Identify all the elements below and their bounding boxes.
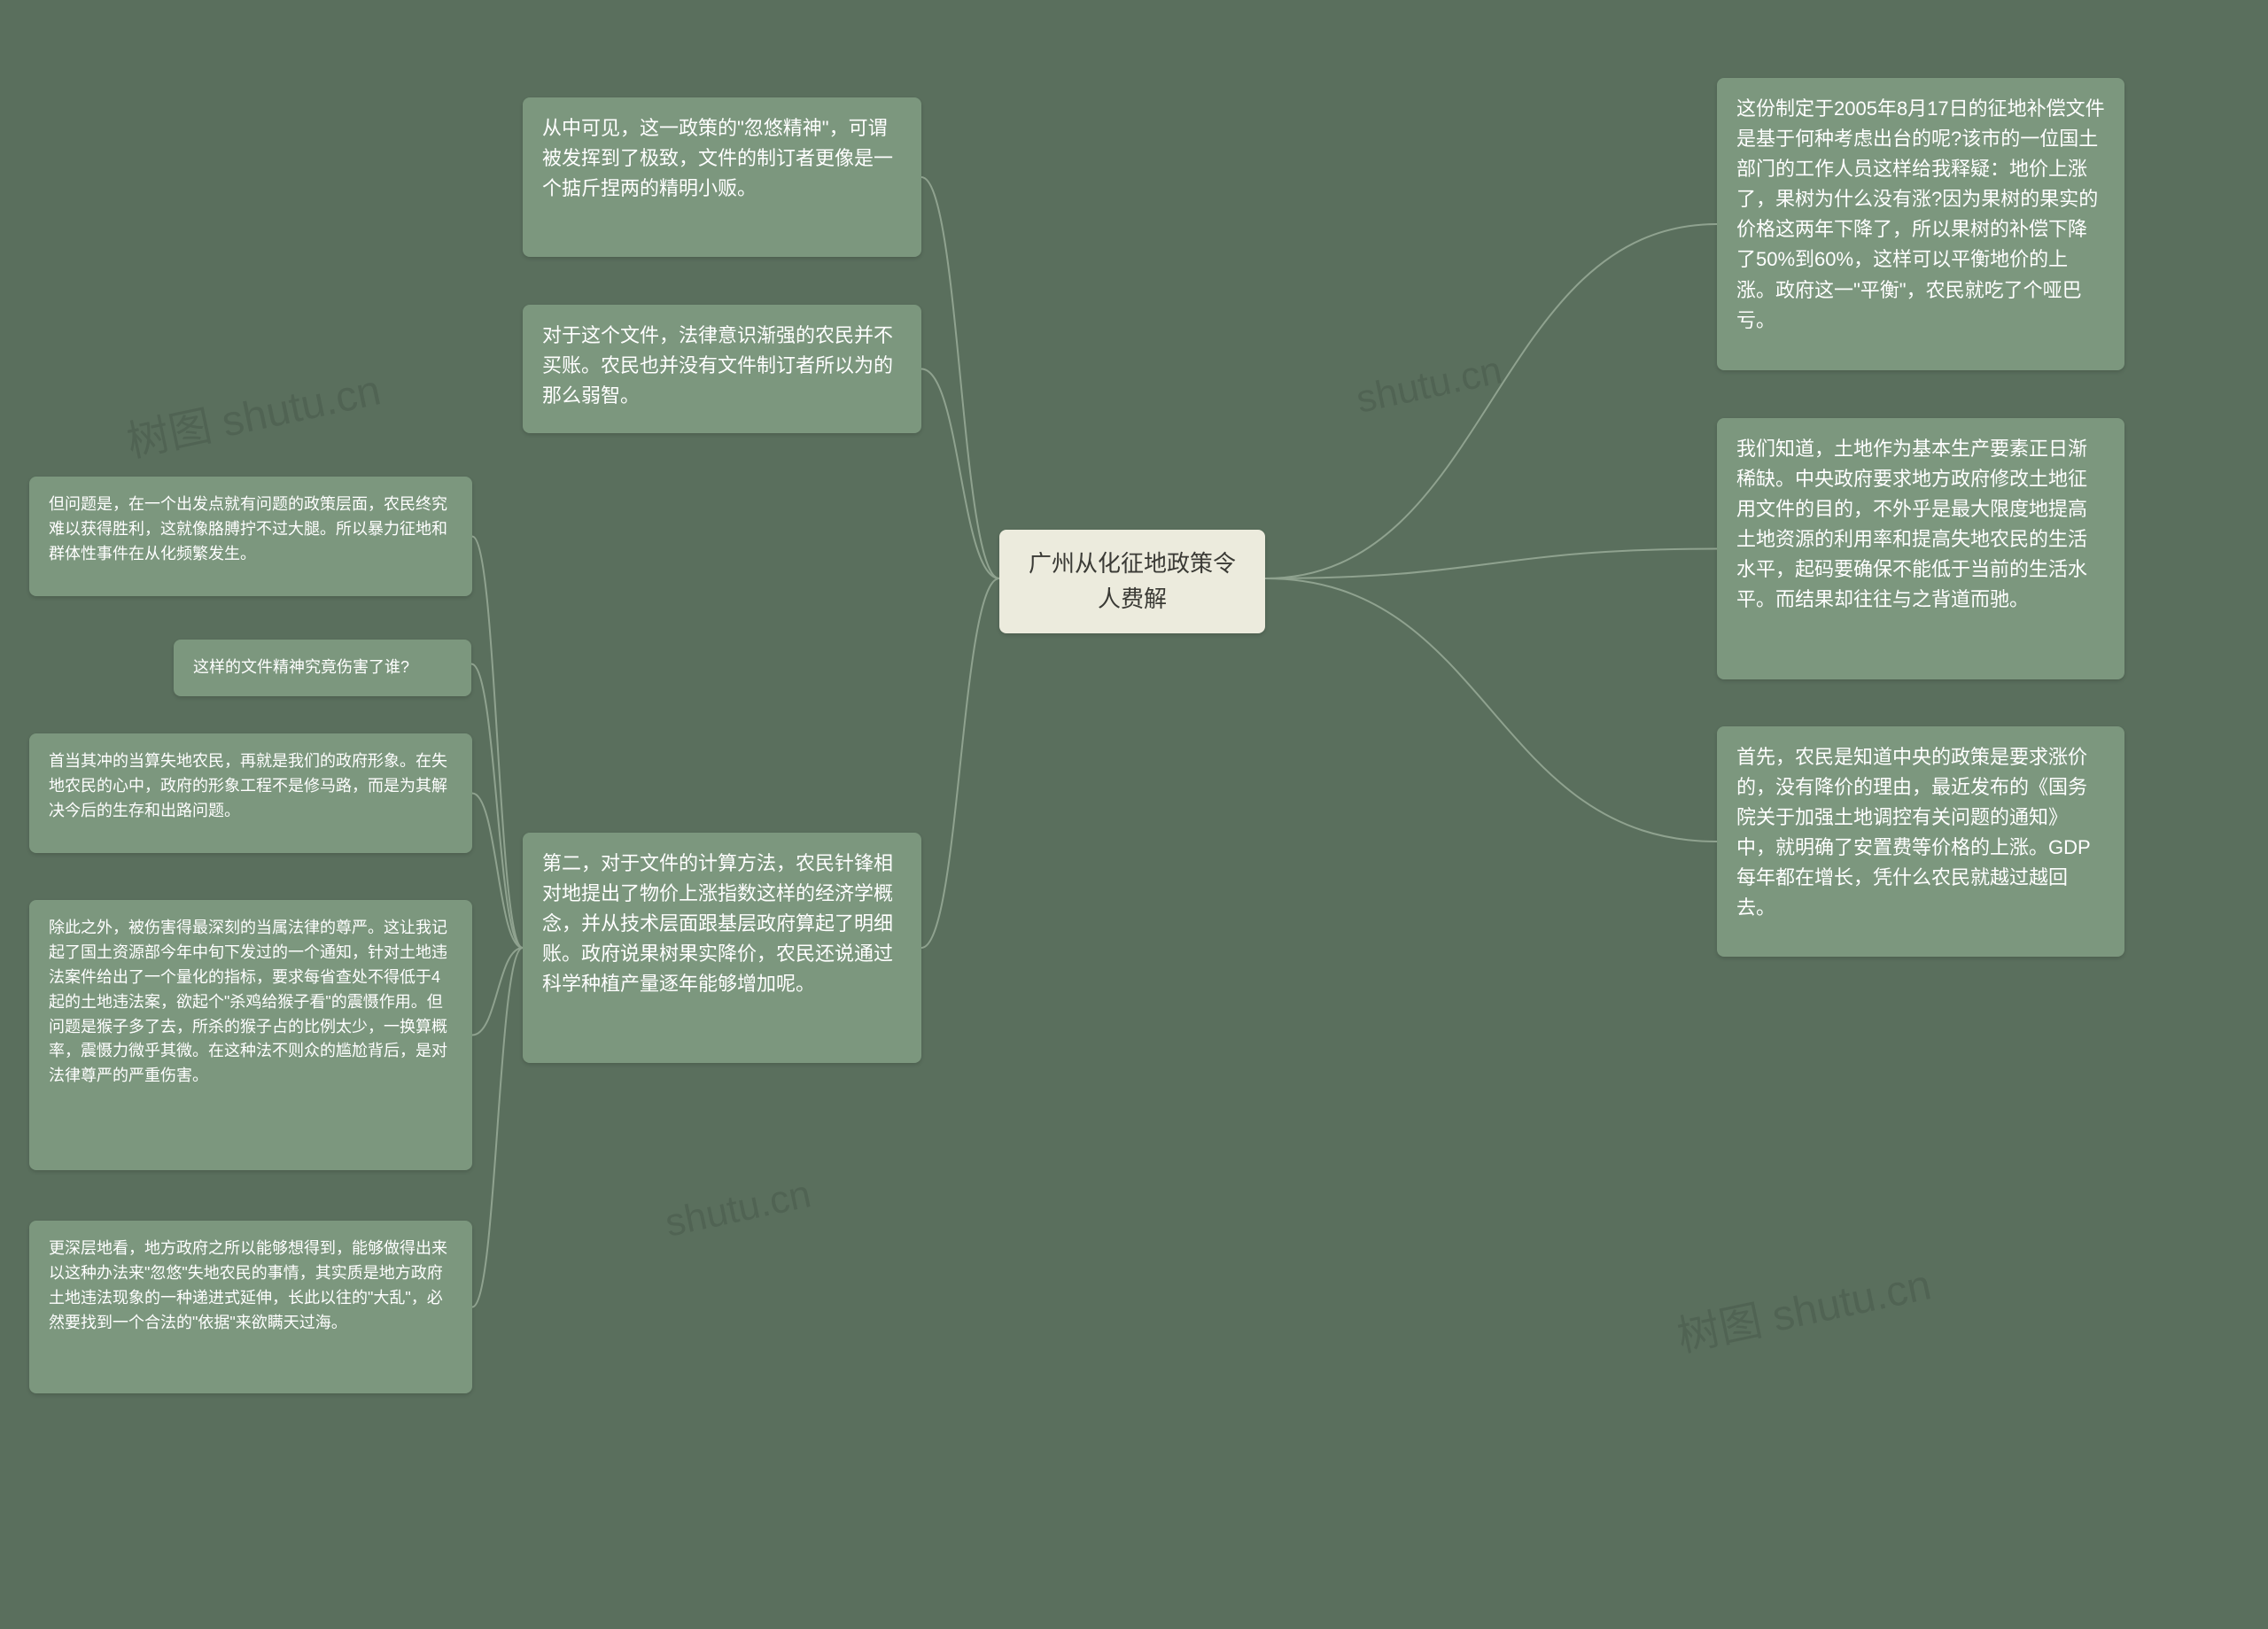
mindmap-node[interactable]: 但问题是，在一个出发点就有问题的政策层面，农民终究难以获得胜利，这就像胳膊拧不过…	[29, 477, 472, 596]
node-text: 这样的文件精神究竟伤害了谁?	[193, 658, 409, 676]
node-text: 第二，对于文件的计算方法，农民针锋相对地提出了物价上涨指数这样的经济学概念，并从…	[542, 852, 893, 995]
mindmap-node[interactable]: 这份制定于2005年8月17日的征地补偿文件是基于何种考虑出台的呢?该市的一位国…	[1717, 78, 2124, 370]
connector	[1265, 549, 1717, 579]
mindmap-node[interactable]: 更深层地看，地方政府之所以能够想得到，能够做得出来以这种办法来"忽悠"失地农民的…	[29, 1221, 472, 1393]
connector	[1265, 578, 1717, 842]
mindmap-node[interactable]: 我们知道，土地作为基本生产要素正日渐稀缺。中央政府要求地方政府修改土地征用文件的…	[1717, 418, 2124, 679]
connector	[921, 369, 999, 579]
connector	[472, 948, 523, 1307]
watermark: 树图 shutu.cn	[120, 355, 385, 469]
connector	[921, 578, 999, 948]
mindmap-node[interactable]: 除此之外，被伤害得最深刻的当属法律的尊严。这让我记起了国土资源部今年中旬下发过的…	[29, 900, 472, 1170]
node-text: 我们知道，土地作为基本生产要素正日渐稀缺。中央政府要求地方政府修改土地征用文件的…	[1736, 438, 2087, 610]
node-text: 首先，农民是知道中央的政策是要求涨价的，没有降价的理由，最近发布的《国务院关于加…	[1736, 746, 2091, 919]
mindmap-node[interactable]: 这样的文件精神究竟伤害了谁?	[174, 640, 471, 696]
mindmap-canvas: 广州从化征地政策令人费解 这份制定于2005年8月17日的征地补偿文件是基于何种考…	[0, 0, 2268, 1629]
node-text: 从中可见，这一政策的"忽悠精神"，可谓被发挥到了极致，文件的制订者更像是一个掂斤…	[542, 117, 893, 199]
node-text: 这份制定于2005年8月17日的征地补偿文件是基于何种考虑出台的呢?该市的一位国…	[1736, 97, 2105, 331]
mindmap-node[interactable]: 首先，农民是知道中央的政策是要求涨价的，没有降价的理由，最近发布的《国务院关于加…	[1717, 726, 2124, 957]
mindmap-node[interactable]: 首当其冲的当算失地农民，再就是我们的政府形象。在失地农民的心中，政府的形象工程不…	[29, 733, 472, 853]
watermark: shutu.cn	[662, 1172, 815, 1245]
node-text: 除此之外，被伤害得最深刻的当属法律的尊严。这让我记起了国土资源部今年中旬下发过的…	[49, 919, 447, 1084]
connector	[472, 948, 523, 1036]
node-text: 但问题是，在一个出发点就有问题的政策层面，农民终究难以获得胜利，这就像胳膊拧不过…	[49, 495, 447, 562]
watermark: 树图 shutu.cn	[1671, 1250, 1936, 1364]
node-text: 广州从化征地政策令人费解	[1019, 546, 1246, 617]
connector	[472, 537, 523, 949]
node-text: 更深层地看，地方政府之所以能够想得到，能够做得出来以这种办法来"忽悠"失地农民的…	[49, 1239, 447, 1331]
mindmap-node[interactable]: 第二，对于文件的计算方法，农民针锋相对地提出了物价上涨指数这样的经济学概念，并从…	[523, 833, 921, 1063]
connector	[472, 794, 523, 949]
mindmap-node[interactable]: 对于这个文件，法律意识渐强的农民并不买账。农民也并没有文件制订者所以为的那么弱智…	[523, 305, 921, 433]
connector	[921, 177, 999, 578]
node-text: 首当其冲的当算失地农民，再就是我们的政府形象。在失地农民的心中，政府的形象工程不…	[49, 752, 447, 819]
connector	[471, 664, 523, 949]
mindmap-node[interactable]: 从中可见，这一政策的"忽悠精神"，可谓被发挥到了极致，文件的制订者更像是一个掂斤…	[523, 97, 921, 257]
connector	[1265, 224, 1717, 578]
node-text: 对于这个文件，法律意识渐强的农民并不买账。农民也并没有文件制订者所以为的那么弱智…	[542, 324, 893, 407]
mindmap-root-node[interactable]: 广州从化征地政策令人费解	[999, 530, 1265, 633]
watermark: shutu.cn	[1353, 348, 1506, 422]
